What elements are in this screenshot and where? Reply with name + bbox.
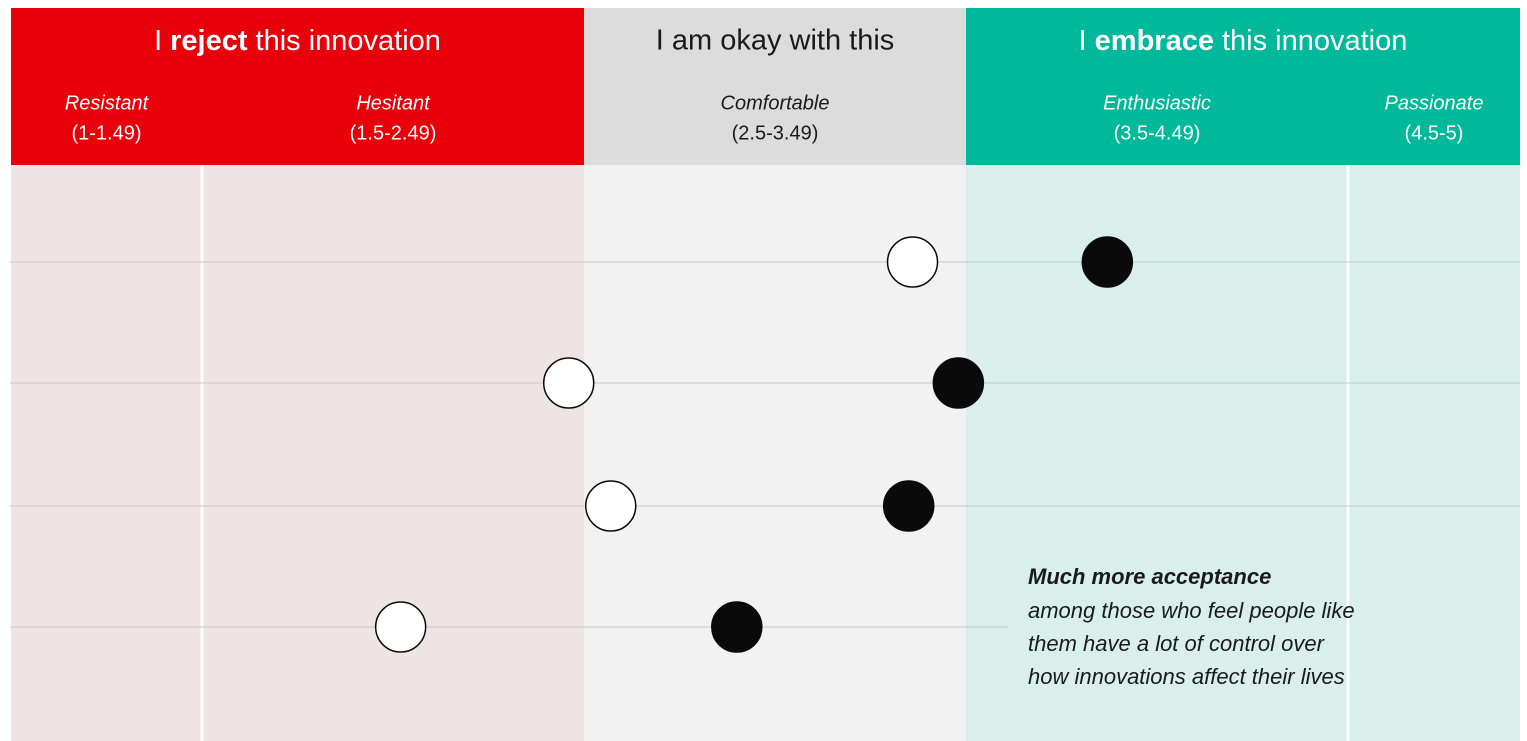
dot	[932, 357, 985, 409]
group-title-prefix: I	[154, 25, 162, 57]
zone-name: Hesitant	[356, 92, 431, 114]
zone-name: Comfortable	[721, 92, 830, 114]
group-title-bold: reject	[170, 25, 248, 57]
group-title-prefix: I	[1079, 25, 1087, 57]
zone-name: Resistant	[65, 92, 150, 114]
dot	[542, 357, 595, 409]
group-title-suffix: this innovation	[1222, 25, 1407, 57]
zone-name: Passionate	[1385, 92, 1484, 114]
group-header	[11, 8, 584, 165]
annotation-title: Much more acceptance	[1028, 564, 1271, 589]
group-header	[966, 8, 1520, 165]
group-title: I am okay with this	[656, 25, 895, 57]
annotation-line: among those who feel people like	[1028, 598, 1355, 623]
zone-range: (3.5-4.49)	[1114, 122, 1201, 144]
zone-name: Enthusiastic	[1103, 92, 1211, 114]
group-body	[966, 165, 1520, 741]
dot	[882, 480, 935, 532]
dot	[886, 236, 939, 288]
group-header	[584, 8, 966, 165]
annotation-line: them have a lot of control over	[1028, 631, 1326, 656]
zone-range: (1.5-2.49)	[350, 122, 437, 144]
group-body	[11, 165, 584, 741]
group-title-suffix: this innovation	[256, 25, 441, 57]
annotation-line: how innovations affect their lives	[1028, 664, 1345, 689]
zone-range: (2.5-3.49)	[732, 122, 819, 144]
dot	[584, 480, 637, 532]
zone-range: (1-1.49)	[71, 122, 141, 144]
zone-range: (4.5-5)	[1405, 122, 1464, 144]
dot	[1081, 236, 1134, 288]
dot	[711, 601, 763, 653]
group-title-bold: embrace	[1095, 25, 1214, 57]
dot	[374, 601, 427, 653]
